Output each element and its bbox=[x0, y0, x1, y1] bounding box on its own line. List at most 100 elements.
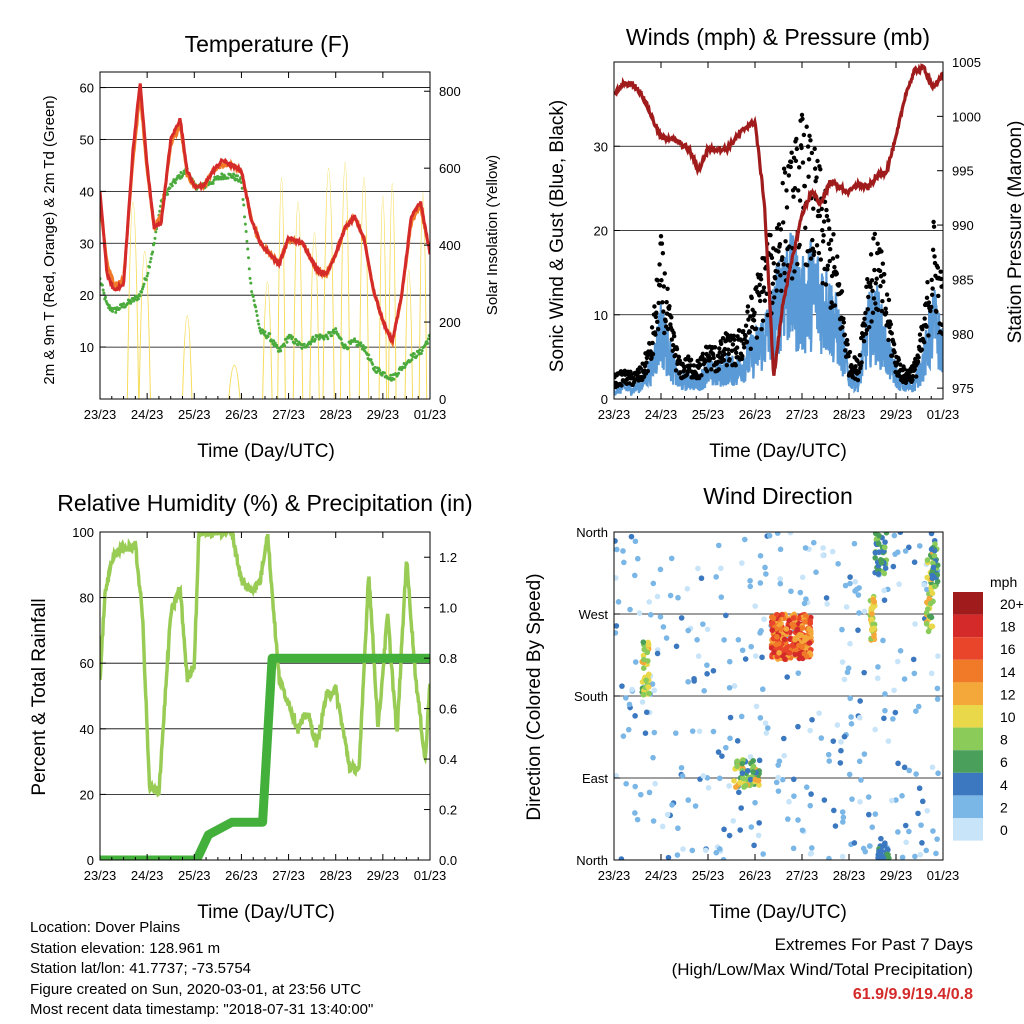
dewpoint-point bbox=[114, 310, 118, 314]
gust-point bbox=[845, 342, 850, 347]
gust-point bbox=[804, 124, 809, 129]
gust-point bbox=[682, 367, 687, 372]
direction-point bbox=[623, 695, 629, 701]
gust-point bbox=[754, 285, 759, 290]
direction-point bbox=[891, 532, 898, 539]
direction-point bbox=[704, 626, 711, 633]
direction-point bbox=[931, 552, 938, 559]
x-tick-label: 23/23 bbox=[598, 407, 631, 422]
direction-point bbox=[742, 782, 749, 789]
gust-point bbox=[731, 333, 737, 339]
direction-point bbox=[634, 816, 641, 823]
gust-point bbox=[781, 262, 786, 267]
gust-point bbox=[931, 219, 936, 225]
pressure-line bbox=[614, 63, 943, 376]
gust-point bbox=[788, 159, 794, 165]
direction-point bbox=[934, 578, 941, 585]
dewpoint-point bbox=[153, 236, 157, 240]
direction-point bbox=[723, 744, 729, 751]
dewpoint-point bbox=[291, 335, 294, 339]
dewpoint-point bbox=[359, 341, 363, 345]
direction-point bbox=[776, 758, 783, 765]
direction-point bbox=[870, 621, 876, 627]
colorbar-swatch bbox=[953, 592, 983, 615]
direction-point bbox=[623, 780, 629, 787]
gust-point bbox=[792, 185, 798, 191]
direction-point bbox=[757, 715, 764, 721]
direction-point bbox=[713, 574, 719, 580]
dewpoint-point bbox=[250, 290, 254, 294]
gust-point bbox=[757, 298, 763, 304]
direction-point bbox=[647, 611, 654, 618]
gust-point bbox=[782, 170, 788, 175]
direction-point bbox=[678, 764, 685, 771]
direction-point bbox=[882, 539, 888, 545]
direction-point bbox=[773, 641, 780, 648]
dewpoint-point bbox=[364, 345, 368, 349]
dewpoint-point bbox=[309, 340, 313, 344]
y2-tick-label: 0.4 bbox=[439, 752, 457, 767]
gust-point bbox=[829, 300, 834, 305]
gust-point bbox=[825, 263, 831, 268]
gust-point bbox=[870, 310, 876, 315]
direction-point bbox=[717, 846, 723, 852]
gust-point bbox=[912, 367, 917, 372]
gust-point bbox=[757, 293, 762, 298]
gust-point bbox=[724, 363, 729, 368]
direction-point bbox=[646, 789, 653, 796]
direction-point bbox=[726, 832, 733, 839]
dewpoint-point bbox=[236, 174, 239, 178]
y-tick-label: North bbox=[576, 853, 608, 868]
gust-point bbox=[812, 146, 817, 152]
direction-point bbox=[882, 707, 888, 714]
gust-point bbox=[910, 377, 915, 383]
direction-point bbox=[752, 653, 759, 659]
direction-point bbox=[726, 658, 733, 665]
gust-point bbox=[776, 222, 782, 227]
direction-point bbox=[913, 771, 919, 777]
direction-point bbox=[646, 599, 653, 605]
direction-point bbox=[935, 653, 941, 659]
gust-point bbox=[813, 178, 818, 184]
gust-point bbox=[740, 353, 745, 359]
direction-point bbox=[928, 546, 935, 553]
gust-point bbox=[902, 366, 907, 372]
direction-point bbox=[786, 798, 792, 805]
direction-point bbox=[862, 848, 869, 855]
dewpoint-point bbox=[107, 306, 111, 310]
direction-point bbox=[705, 785, 712, 791]
gust-point bbox=[872, 231, 878, 237]
dewpoint-point bbox=[284, 337, 288, 341]
direction-point bbox=[782, 656, 788, 662]
direction-point bbox=[755, 832, 762, 839]
dewpoint-point bbox=[330, 334, 334, 338]
gust-point bbox=[778, 273, 783, 278]
gust-point bbox=[730, 342, 736, 347]
direction-point bbox=[841, 676, 848, 683]
dewpoint-point bbox=[328, 331, 332, 335]
gust-point bbox=[913, 356, 918, 362]
direction-point bbox=[788, 588, 794, 595]
direction-point bbox=[695, 653, 702, 659]
dewpoint-point bbox=[302, 342, 306, 346]
direction-point bbox=[679, 773, 686, 779]
x-tick-label: 26/23 bbox=[739, 407, 772, 422]
gust-point bbox=[775, 269, 780, 274]
gust-point bbox=[788, 164, 793, 170]
y-tick-label: 10 bbox=[80, 340, 94, 355]
gust-point bbox=[806, 157, 812, 162]
dewpoint-point bbox=[403, 365, 407, 369]
gust-point bbox=[777, 242, 783, 247]
gust-point bbox=[652, 304, 657, 309]
dewpoint-point bbox=[111, 309, 115, 313]
gust-point bbox=[883, 306, 888, 311]
direction-point bbox=[704, 671, 710, 677]
direction-point bbox=[775, 774, 782, 781]
gust-point bbox=[768, 232, 773, 238]
wind-direction-panel: Wind Direction North East South West North 2… bbox=[524, 483, 1024, 923]
dewpoint-point bbox=[353, 337, 357, 341]
direction-point bbox=[730, 818, 737, 824]
gust-point bbox=[799, 112, 805, 118]
direction-point bbox=[878, 560, 885, 566]
dewpoint-point bbox=[142, 282, 146, 286]
